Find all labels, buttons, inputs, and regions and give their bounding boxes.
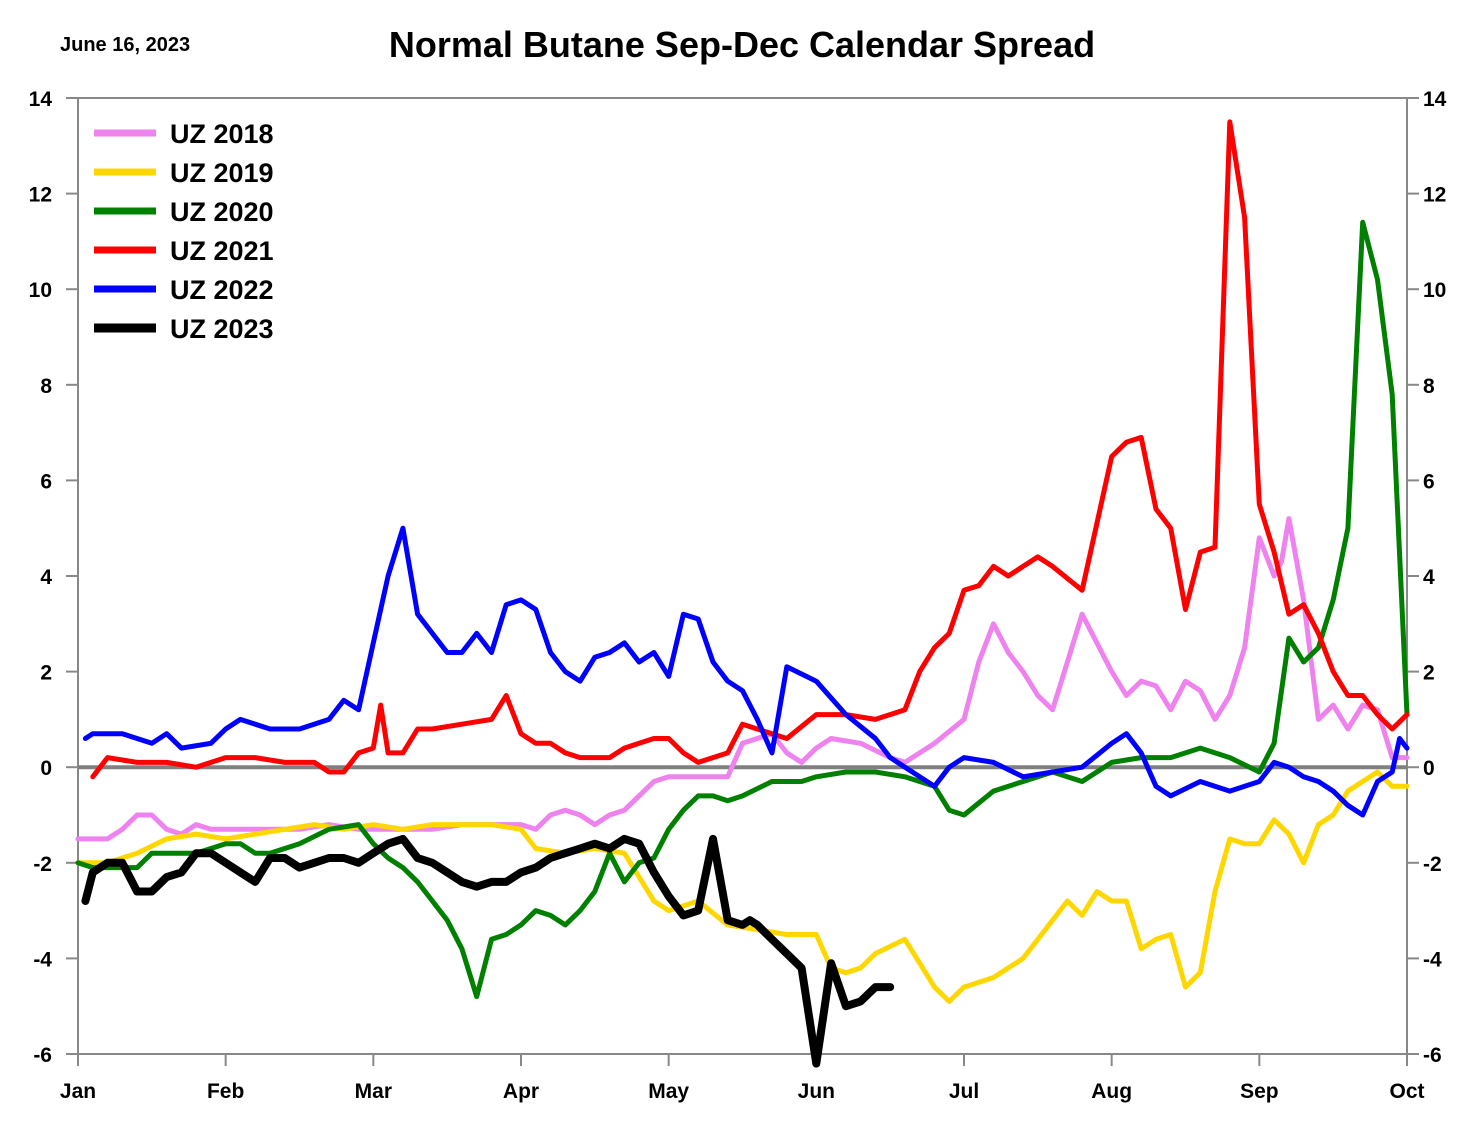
y-tick-label-left: -4 <box>33 948 52 971</box>
legend-label: UZ 2020 <box>170 197 274 227</box>
x-tick-label: Oct <box>1389 1080 1424 1103</box>
series-line-uz-2020 <box>75 219 1410 1000</box>
y-tick-label-left: 2 <box>40 662 52 685</box>
y-tick-label-left: 10 <box>29 279 52 302</box>
y-tick-label-left: 0 <box>40 757 52 780</box>
series-line-uz-2019 <box>75 769 1410 1004</box>
y-tick-label-left: 6 <box>40 470 52 493</box>
y-tick-label-right: 14 <box>1423 88 1447 111</box>
legend-label: UZ 2018 <box>170 119 274 149</box>
y-tick-label-right: 6 <box>1423 470 1435 493</box>
series-line-uz-2018 <box>75 516 1410 842</box>
y-tick-label-right: 8 <box>1423 375 1435 398</box>
y-tick-label-left: 12 <box>29 184 52 207</box>
y-tick-label-right: 2 <box>1423 662 1435 685</box>
series-line-uz-2022 <box>82 525 1410 818</box>
plot-frame <box>77 97 1408 1055</box>
legend-label: UZ 2019 <box>170 158 274 188</box>
legend: UZ 2018 UZ 2019 UZ 2020 UZ 2021 UZ 2022 UZ 20… <box>94 119 274 344</box>
x-tick-label: May <box>648 1080 689 1103</box>
y-tick-label-right: -6 <box>1423 1044 1442 1067</box>
legend-label: UZ 2023 <box>170 314 274 344</box>
legend-label: UZ 2022 <box>170 275 274 305</box>
y-tick-label-right: 10 <box>1423 279 1446 302</box>
y-tick-label-right: -2 <box>1423 853 1442 876</box>
y-tick-label-right: -4 <box>1423 948 1442 971</box>
y-tick-label-right: 0 <box>1423 757 1435 780</box>
y-tick-label-left: 8 <box>40 375 52 398</box>
y-tick-label-left: 4 <box>40 566 52 589</box>
chart-date: June 16, 2023 <box>60 34 191 56</box>
x-tick-label: Feb <box>207 1080 244 1103</box>
y-tick-label-left: -6 <box>33 1044 52 1067</box>
series-line-uz-2021 <box>90 119 1410 780</box>
x-tick-label: Jan <box>60 1080 96 1103</box>
series-layer <box>75 119 1410 1068</box>
x-tick-label: Mar <box>355 1080 392 1103</box>
axes-layer: -6 -6 -4 -4 -2 -2 0 0 2 2 4 4 6 6 8 8 10 10 12 12 14 14 Jan Feb… <box>29 88 1447 1103</box>
x-tick-label: Jun <box>798 1080 835 1103</box>
y-tick-label-left: -2 <box>33 853 52 876</box>
y-tick-label-right: 4 <box>1423 566 1435 589</box>
legend-label: UZ 2021 <box>170 236 274 266</box>
y-tick-label-left: 14 <box>29 88 53 111</box>
chart-title: Normal Butane Sep-Dec Calendar Spread <box>388 24 1096 65</box>
y-tick-label-right: 12 <box>1423 184 1446 207</box>
x-tick-label: Sep <box>1240 1080 1279 1103</box>
x-tick-label: Aug <box>1091 1080 1132 1103</box>
x-tick-label: Apr <box>503 1080 539 1103</box>
series-line-uz-2023 <box>81 834 895 1068</box>
x-tick-label: Jul <box>949 1080 979 1103</box>
